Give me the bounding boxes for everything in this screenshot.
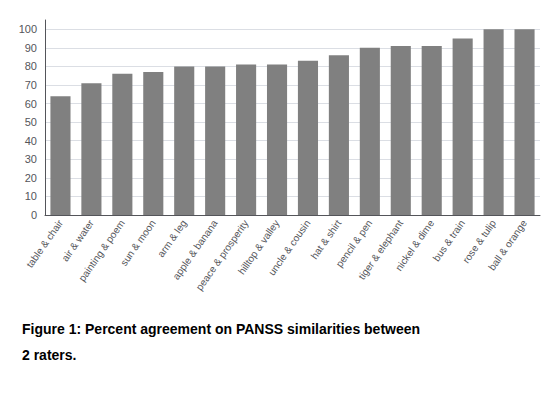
svg-text:90: 90 — [25, 42, 37, 54]
svg-text:arm & leg: arm & leg — [155, 218, 189, 259]
svg-text:bus & train: bus & train — [430, 217, 468, 264]
svg-text:Figure 1: Percent agreement on: Figure 1: Percent agreement on PANSS sim… — [22, 321, 420, 337]
svg-text:air & water: air & water — [59, 217, 96, 264]
svg-text:0: 0 — [31, 209, 37, 221]
svg-text:2 raters.: 2 raters. — [22, 347, 76, 363]
svg-text:40: 40 — [25, 135, 37, 147]
svg-text:sun & moon: sun & moon — [118, 218, 158, 268]
svg-text:nickel & dime: nickel & dime — [393, 217, 436, 272]
svg-text:table & chair: table & chair — [24, 217, 65, 269]
svg-text:peace & prosperity: peace & prosperity — [194, 218, 251, 293]
svg-text:30: 30 — [25, 153, 37, 165]
svg-text:100: 100 — [19, 23, 37, 35]
svg-text:80: 80 — [25, 60, 37, 72]
svg-text:20: 20 — [25, 172, 37, 184]
svg-text:hat & shirt: hat & shirt — [309, 218, 344, 261]
svg-text:tiger & elephant: tiger & elephant — [356, 218, 405, 282]
svg-text:60: 60 — [25, 98, 37, 110]
svg-text:50: 50 — [25, 116, 37, 128]
svg-text:pencil & pen: pencil & pen — [333, 217, 375, 270]
svg-text:hilltop & valley: hilltop & valley — [235, 217, 282, 277]
svg-text:10: 10 — [25, 190, 37, 202]
svg-text:rose & tulip: rose & tulip — [460, 217, 499, 266]
svg-text:apple & banana: apple & banana — [170, 217, 220, 282]
svg-text:ball & orange: ball & orange — [486, 217, 529, 272]
svg-text:painting & poem: painting & poem — [76, 218, 126, 284]
svg-text:uncle & cousin: uncle & cousin — [266, 218, 312, 278]
svg-text:70: 70 — [25, 79, 37, 91]
